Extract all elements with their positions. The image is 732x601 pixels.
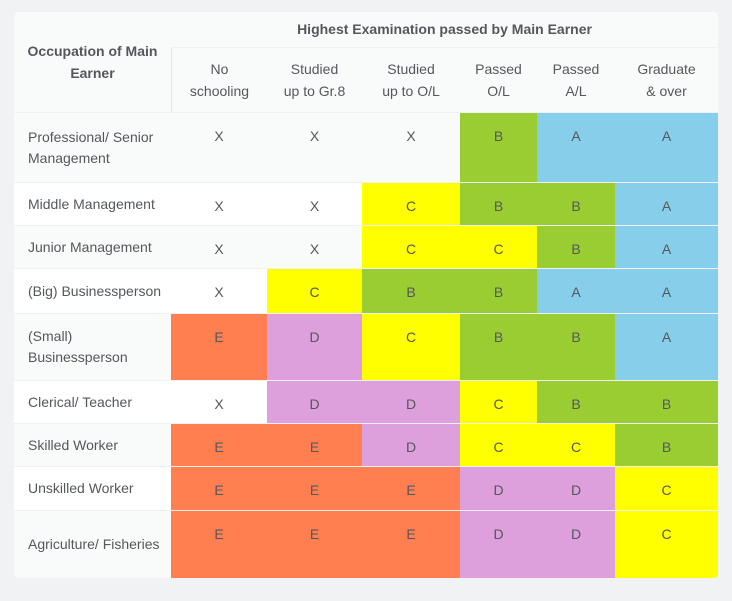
grade-cell: X (171, 226, 267, 268)
column-header-line: & over (646, 83, 687, 99)
grade-cell: X (267, 226, 362, 268)
row-header: Skilled Worker (14, 424, 171, 466)
grade-cell: C (267, 269, 362, 313)
grade-cell: B (537, 226, 615, 268)
grade-cell: D (267, 381, 362, 423)
grade-cell: C (615, 467, 718, 510)
row-header: Clerical/ Teacher (14, 381, 171, 423)
column-header-line: No (210, 61, 229, 77)
grade-cell: B (362, 269, 460, 313)
column-header-line: schooling (189, 83, 250, 99)
grade-cell: C (362, 183, 460, 225)
grade-cell: B (460, 113, 537, 182)
column-header-line: Graduate (637, 61, 696, 77)
column-header-line: Studied (290, 61, 339, 77)
grade-cell: C (615, 511, 718, 578)
grade-cell: E (362, 511, 460, 578)
grade-cell: E (267, 424, 362, 466)
grade-cell: X (171, 269, 267, 313)
grade-cell: E (171, 314, 267, 380)
grade-cell: B (615, 424, 718, 466)
grade-cell: X (267, 183, 362, 225)
grade-cell: E (171, 424, 267, 466)
grade-cell: B (460, 269, 537, 313)
column-header: Graduate & over (615, 48, 718, 112)
grade-cell: E (171, 467, 267, 510)
grade-cell: D (267, 314, 362, 380)
grade-cell: B (537, 314, 615, 380)
row-header: Agriculture/ Fisheries (14, 511, 171, 578)
grade-cell: B (460, 314, 537, 380)
row-group-header: Occupation of Main Earner (14, 12, 171, 112)
row-header: Junior Management (14, 226, 171, 268)
grade-cell: A (615, 183, 718, 225)
grade-cell: X (171, 381, 267, 423)
grade-cell: X (267, 113, 362, 182)
grade-cell: A (615, 269, 718, 313)
grade-cell: C (460, 226, 537, 268)
row-header: (Big) Businessperson (14, 269, 171, 313)
table-title: Highest Examination passed by Main Earne… (171, 12, 718, 47)
grade-cell: C (460, 424, 537, 466)
column-header-line: Passed (552, 61, 600, 77)
grade-cell: B (460, 183, 537, 225)
column-header: No schooling (171, 48, 267, 112)
grade-cell: D (537, 467, 615, 510)
column-header: Passed O/L (460, 48, 537, 112)
column-header-line: up to Gr.8 (283, 83, 346, 99)
grade-cell: D (460, 467, 537, 510)
grade-cell: C (362, 314, 460, 380)
column-header-line: A/L (565, 83, 587, 99)
grade-cell: B (537, 381, 615, 423)
grade-cell: X (171, 183, 267, 225)
grade-cell: B (615, 381, 718, 423)
grade-cell: A (615, 226, 718, 268)
grade-cell: E (362, 467, 460, 510)
column-header-line: up to O/L (382, 83, 440, 99)
grade-cell: A (615, 314, 718, 380)
grade-cell: D (362, 424, 460, 466)
column-header-line: Passed (475, 61, 522, 77)
grade-cell: D (362, 381, 460, 423)
column-header: Studied up to Gr.8 (267, 48, 362, 112)
column-header: Studied up to O/L (362, 48, 460, 112)
grade-cell: X (362, 113, 460, 182)
grade-cell: C (460, 381, 537, 423)
grade-cell: A (537, 113, 615, 182)
grade-cell: E (267, 467, 362, 510)
grade-cell: A (615, 113, 718, 182)
column-header: Passed A/L (537, 48, 615, 112)
row-header: Professional/ Senior Management (14, 113, 171, 182)
grade-cell: D (460, 511, 537, 578)
grade-cell: C (362, 226, 460, 268)
row-header: Middle Management (14, 183, 171, 225)
row-header: Unskilled Worker (14, 467, 171, 510)
column-header-line: O/L (487, 83, 510, 99)
grade-cell: C (537, 424, 615, 466)
sec-grid-table: Occupation of Main Earner Highest Examin… (14, 12, 718, 578)
grade-cell: A (537, 269, 615, 313)
grade-cell: X (171, 113, 267, 182)
row-header: (Small) Businessperson (14, 314, 171, 380)
column-header-line: Studied (387, 61, 435, 77)
grade-cell: E (171, 511, 267, 578)
grade-cell: E (267, 511, 362, 578)
grade-cell: D (537, 511, 615, 578)
grade-cell: B (537, 183, 615, 225)
